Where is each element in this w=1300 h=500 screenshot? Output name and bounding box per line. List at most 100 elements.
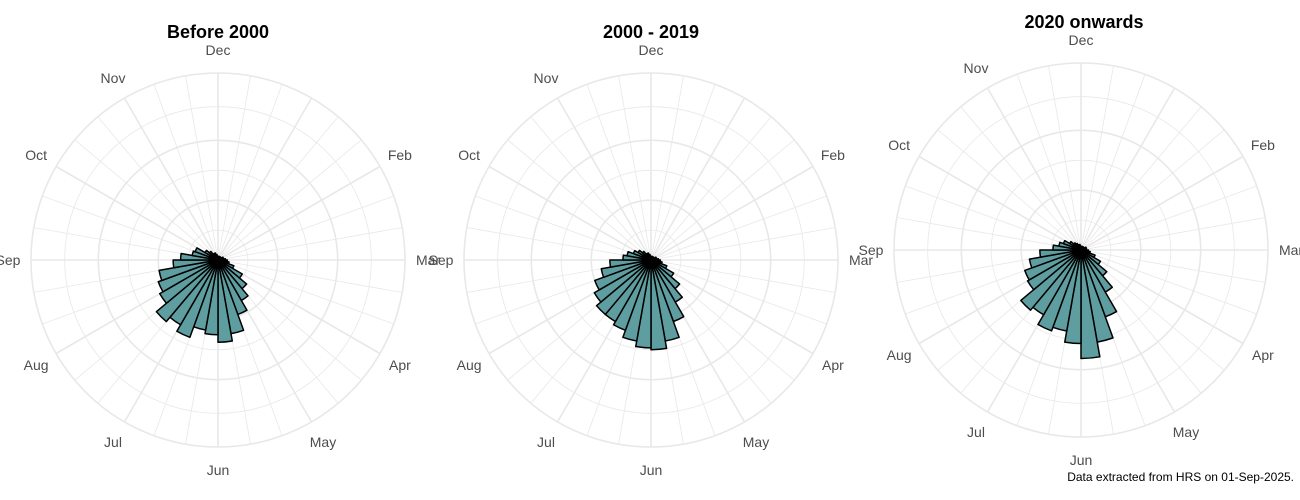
grid-spoke-major <box>918 155 1082 251</box>
month-label-jun: Jun <box>207 462 230 478</box>
grid-ring <box>463 72 839 448</box>
month-label-apr: Apr <box>822 357 844 373</box>
grid-spoke <box>650 259 827 325</box>
bar-wedge <box>595 259 652 316</box>
grid-ring <box>30 72 406 448</box>
grid-spoke <box>1080 249 1266 283</box>
grid-spoke <box>153 84 219 261</box>
grid-ring <box>893 62 1269 438</box>
month-label-aug: Aug <box>457 357 482 373</box>
month-label-feb: Feb <box>1251 137 1275 153</box>
month-label-may: May <box>743 434 769 450</box>
month-label-may: May <box>1173 424 1199 440</box>
bar-wedge <box>1020 249 1082 311</box>
bar-wedge <box>593 259 652 303</box>
grid-spoke <box>1016 74 1082 251</box>
grid-spoke-major <box>556 97 652 261</box>
bar-wedge <box>1080 249 1101 360</box>
month-label-oct: Oct <box>25 147 47 163</box>
month-label-feb: Feb <box>821 147 845 163</box>
grid-spoke <box>960 106 1082 251</box>
grid-spoke <box>217 139 362 261</box>
grid-spoke <box>650 227 836 261</box>
month-label-aug: Aug <box>887 347 912 363</box>
month-label-dec: Dec <box>206 42 231 58</box>
bar-wedge <box>172 259 219 269</box>
panel-2000-2019: 2000 - 2019 Feb Mar Apr May Jun Jul Aug Sep Oct N… <box>429 0 874 478</box>
grid-spoke <box>185 75 219 261</box>
grid-spoke <box>1080 65 1114 251</box>
bar-wedge <box>217 259 234 344</box>
grid-spoke-major <box>650 97 746 261</box>
grid-spoke <box>1080 217 1266 251</box>
grid-spoke <box>217 259 394 325</box>
grid-ring <box>960 129 1202 371</box>
month-label-sep: Sep <box>859 242 884 258</box>
month-label-oct: Oct <box>888 137 910 153</box>
bar-wedge <box>594 259 652 291</box>
month-label-dec: Dec <box>1069 32 1094 48</box>
month-label-mar: Mar <box>849 252 873 268</box>
grid-spoke <box>1048 65 1082 251</box>
grid-ring <box>97 139 339 381</box>
grid-spoke <box>650 259 836 293</box>
bar-wedge <box>157 259 219 293</box>
month-label-nov: Nov <box>101 70 126 86</box>
month-label-sep: Sep <box>429 252 454 268</box>
grid-spoke-major <box>1080 87 1176 251</box>
month-labels: Feb Mar Apr May Jun Jul Aug Sep Oct Nov Dec <box>0 42 440 478</box>
month-label-dec: Dec <box>639 42 664 58</box>
grid-spoke <box>475 195 652 261</box>
grid-spoke <box>217 116 339 261</box>
bars <box>155 247 249 344</box>
bar-wedge <box>216 255 219 261</box>
grid-ring-minor <box>927 96 1235 404</box>
grid-spoke <box>42 195 219 261</box>
bar-wedge <box>158 259 219 282</box>
month-labels: Feb Mar Apr May Jun Jul Aug Sep Oct Nov Dec <box>429 42 874 478</box>
month-label-mar: Mar <box>416 252 440 268</box>
polar-chart: Feb Mar Apr May Jun Jul Aug Sep Oct Nov Dec <box>859 32 1300 468</box>
grid-spoke <box>618 75 652 261</box>
chart-title: 2020 onwards <box>1024 12 1144 32</box>
grid-spoke-major <box>650 165 814 261</box>
grid-spoke <box>650 195 827 261</box>
grid-spoke <box>507 139 652 261</box>
month-label-apr: Apr <box>389 357 411 373</box>
chart-title: 2000 - 2019 <box>602 22 700 42</box>
grid-spoke <box>650 84 716 261</box>
grid-spoke <box>217 84 283 261</box>
grid-spoke <box>97 116 219 261</box>
month-label-aug: Aug <box>24 357 49 373</box>
bar-wedge <box>1028 249 1082 269</box>
month-label-oct: Oct <box>458 147 480 163</box>
grid-spoke <box>937 129 1082 251</box>
polar-chart: Feb Mar Apr May Jun Jul Aug Sep Oct Nov Dec <box>0 42 440 478</box>
grid-spoke <box>217 195 394 261</box>
grid-spoke-major <box>217 259 381 355</box>
data-source-caption: Data extracted from HRS on 01-Sep-2025. <box>1067 470 1294 484</box>
month-label-jul: Jul <box>104 434 122 450</box>
panel-before-2000: Before 2000 Feb Mar Apr May Jun Jul Aug Sep Oct N… <box>0 0 440 478</box>
bar-wedge <box>1039 249 1082 258</box>
panel-2020-onwards: 2020 onwards Feb Mar Apr May Jun Jul Aug Sep Oct… <box>859 0 1300 470</box>
bar-wedge <box>176 259 219 339</box>
month-label-sep: Sep <box>0 252 21 268</box>
bar-wedge <box>1037 249 1082 332</box>
grid-spoke-major <box>650 259 814 355</box>
grid-spoke <box>1080 129 1225 251</box>
bar-wedge <box>1026 249 1082 291</box>
month-label-jul: Jul <box>537 434 555 450</box>
grid-spoke <box>586 84 652 261</box>
grid-spoke <box>1080 249 1257 315</box>
bars <box>1020 239 1118 360</box>
bar-wedge <box>600 259 652 279</box>
month-labels: Feb Mar Apr May Jun Jul Aug Sep Oct Nov Dec <box>859 32 1300 468</box>
grid-ring <box>530 139 772 381</box>
month-label-mar: Mar <box>1279 242 1300 258</box>
bar-wedge <box>155 259 219 323</box>
grid-spoke <box>466 227 652 261</box>
polar-grid <box>463 72 839 448</box>
grid-spoke <box>1080 106 1202 251</box>
month-label-may: May <box>310 434 336 450</box>
